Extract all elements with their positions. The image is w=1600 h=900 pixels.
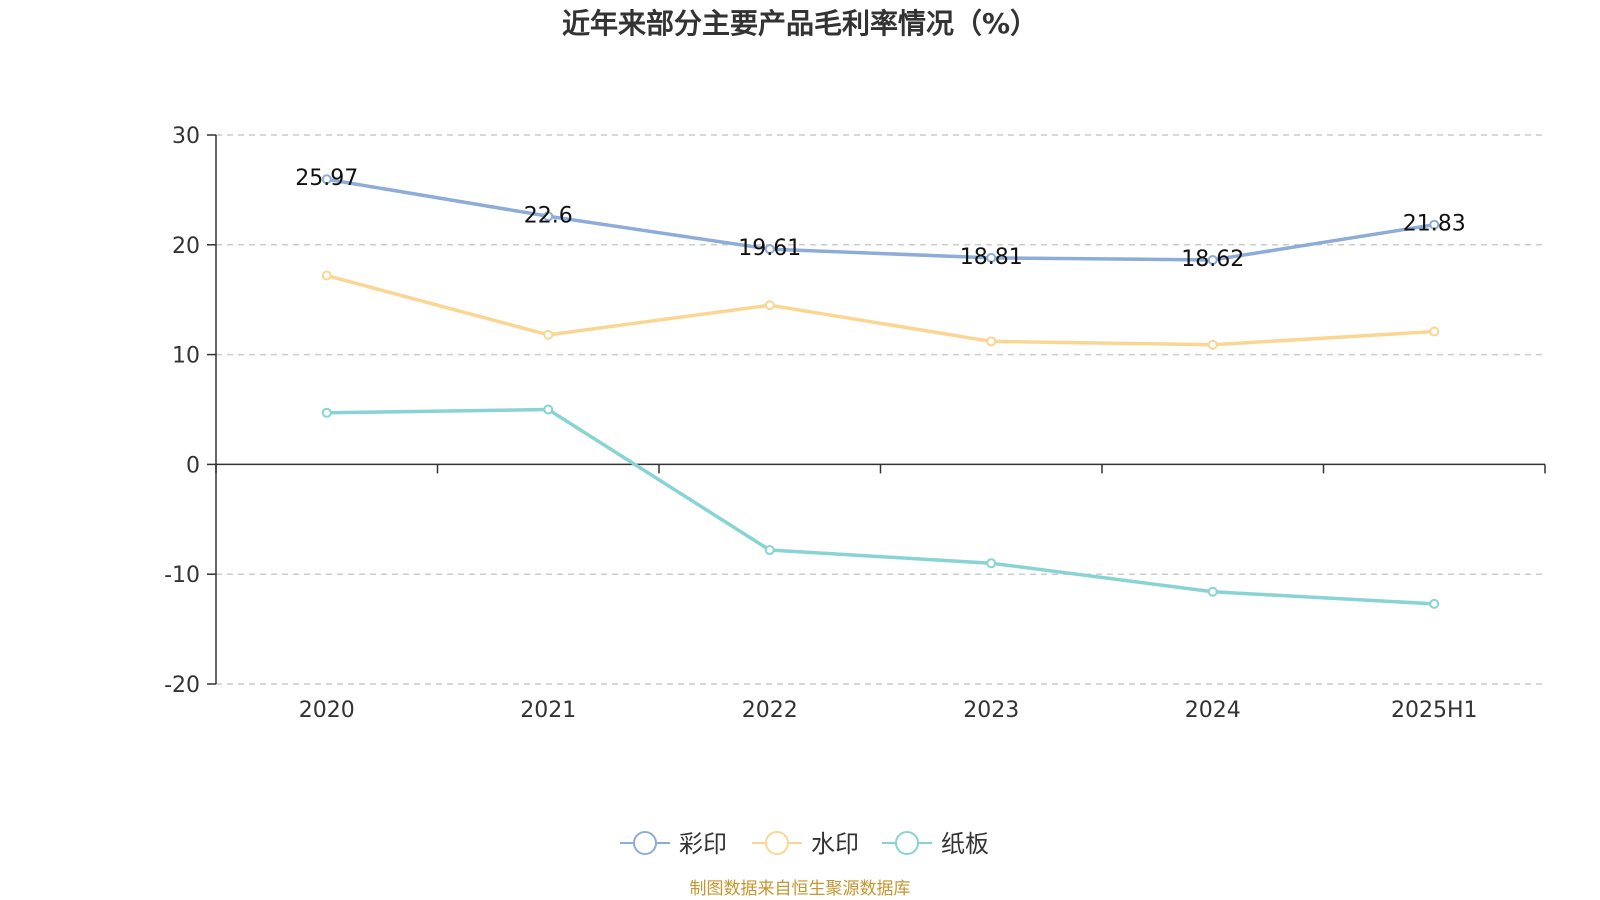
y-tick-label: -10 (164, 563, 200, 588)
series-line-3 (326, 407, 1435, 606)
x-tick-label: 2020 (299, 698, 355, 723)
legend-item-1[interactable]: 彩印 (620, 830, 727, 858)
series-line-1 (326, 177, 1435, 262)
data-label: 18.81 (960, 245, 1023, 270)
legend-item-2[interactable]: 水印 (752, 830, 859, 858)
data-label: 19.61 (738, 236, 801, 261)
legend-marker-icon (633, 831, 657, 855)
legend-label: 水印 (811, 830, 859, 858)
data-point (986, 558, 997, 569)
series-line-2 (326, 273, 1435, 347)
data-point (321, 174, 332, 185)
data-point (543, 211, 554, 222)
data-point (986, 252, 997, 263)
axes: 30 20 10 0 -10 -20 2020 2021 2022 2023 2024 2025H1 (164, 124, 1546, 723)
legend-label: 纸板 (941, 830, 989, 858)
data-point (1207, 339, 1218, 350)
data-point (986, 336, 997, 347)
y-tick-label: 0 (186, 453, 200, 478)
data-point (1207, 254, 1218, 265)
source-note: 制图数据来自恒生聚源数据库 (690, 879, 911, 899)
data-label: 22.6 (524, 203, 573, 228)
x-tick-label: 2023 (963, 698, 1019, 723)
legend-marker-icon (765, 831, 789, 855)
data-point (543, 404, 554, 415)
legend-marker-icon (895, 831, 919, 855)
x-tick-label: 2022 (742, 698, 798, 723)
series-lines (321, 174, 1440, 609)
data-point (321, 407, 332, 418)
x-tick-label: 2024 (1185, 698, 1241, 723)
legend[interactable]: 彩印 水印 纸板 (620, 830, 989, 858)
data-label: 25.97 (295, 166, 358, 191)
data-point (1429, 219, 1440, 230)
chart-title: 近年来部分主要产品毛利率情况（%） (562, 7, 1038, 40)
x-tick-label: 2021 (520, 698, 576, 723)
data-point (764, 545, 775, 556)
data-point (764, 244, 775, 255)
y-tick-label: 30 (172, 124, 200, 149)
legend-item-3[interactable]: 纸板 (882, 830, 989, 858)
data-point (764, 300, 775, 311)
data-point (321, 270, 332, 281)
legend-label: 彩印 (679, 830, 727, 858)
data-label: 21.83 (1403, 212, 1466, 237)
data-label: 18.62 (1181, 247, 1244, 272)
y-tick-label: -20 (164, 673, 200, 698)
x-tick-label: 2025H1 (1391, 698, 1478, 723)
data-point (1429, 598, 1440, 609)
data-point (1429, 326, 1440, 337)
grid-lines (216, 134, 1545, 685)
y-tick-label: 20 (172, 234, 200, 259)
data-labels: 25.97 22.6 19.61 18.81 18.62 21.83 (295, 166, 1465, 272)
y-tick-label: 10 (172, 344, 200, 369)
data-point (1207, 586, 1218, 597)
data-point (543, 329, 554, 340)
